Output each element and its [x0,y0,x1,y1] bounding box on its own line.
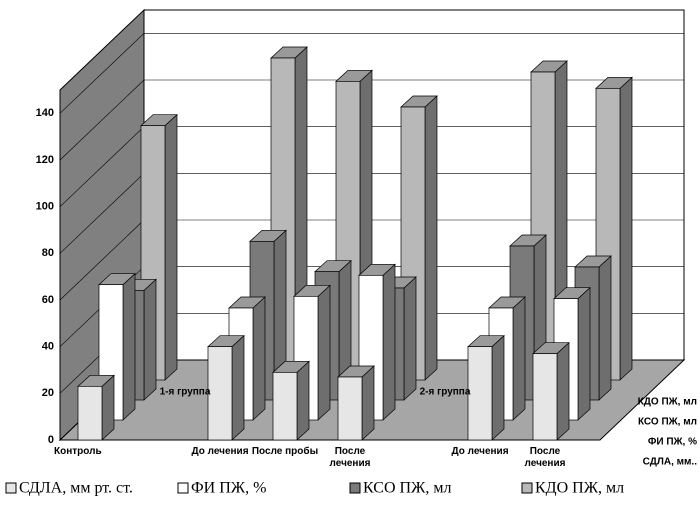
x-tick-label: До лечения [191,446,249,457]
x-tick-label: После лечения [524,446,566,469]
y-tick-label: 120 [36,154,54,166]
bar-side [556,341,570,441]
bar-side [317,284,331,421]
grid-line [59,33,145,114]
x-tick-label: После пробы [251,446,319,457]
bar-side [403,276,417,401]
grid-line [59,79,145,161]
depth-label: КСО ПЖ, мл [638,417,697,428]
y-tick-label: 20 [42,387,54,399]
bar-side [231,334,245,441]
bar-side [122,272,136,421]
bar [337,376,363,441]
legend-label: КДО ПЖ, мл [535,480,624,497]
y-tick-label: 40 [42,341,54,353]
bar-side [296,360,310,441]
legend-label: СДЛА, мм рт. ст. [19,480,133,497]
legend-swatch [177,482,189,494]
bar [207,346,233,441]
legend-label: КСО ПЖ, мл [363,480,452,497]
x-tick-label-box: До лечения [191,446,249,457]
bar-side [491,334,505,441]
legend-swatch [349,482,361,494]
legend-swatch [521,482,533,494]
group-label: 1-я группа [160,387,211,398]
bar-side [577,286,591,421]
x-tick-label: Контроль [54,446,102,457]
bar [77,385,103,441]
y-tick-label: 100 [36,201,54,213]
bar-side [424,95,438,381]
depth-label: СДЛА, мм.. [643,457,698,468]
bar-side [143,278,157,401]
bar-side [619,76,633,381]
bar-side [252,296,266,421]
y-tick-label: 80 [42,247,54,259]
bar [532,353,558,441]
x-tick-label: После лечения [329,446,371,469]
y-tick-label: 60 [42,294,54,306]
x-tick-label-box: После лечения [329,446,371,469]
depth-label: КДО ПЖ, мл [638,397,697,408]
x-tick-label-box: Контроль [54,446,102,457]
bar [272,371,298,441]
bar-side [361,365,375,441]
bar-side [382,263,396,421]
x-tick-label-box: После пробы [251,446,319,457]
x-tick-label-box: После лечения [524,446,566,469]
depth-label: ФИ ПЖ, % [648,437,697,448]
legend-swatch [5,482,17,494]
group-label: 2-я группа [420,387,471,398]
x-tick-label-box: До лечения [451,446,509,457]
legend-label: ФИ ПЖ, % [191,480,266,497]
grid-line [59,173,145,254]
bar-side [512,296,526,421]
grid-line [59,126,145,207]
x-tick-label: До лечения [451,446,509,457]
bar [467,346,493,441]
y-tick-label: 0 [48,434,54,446]
y-tick-label: 140 [36,107,54,119]
grid-line [59,219,145,301]
bar-side [164,113,178,381]
bar-side [598,255,612,401]
